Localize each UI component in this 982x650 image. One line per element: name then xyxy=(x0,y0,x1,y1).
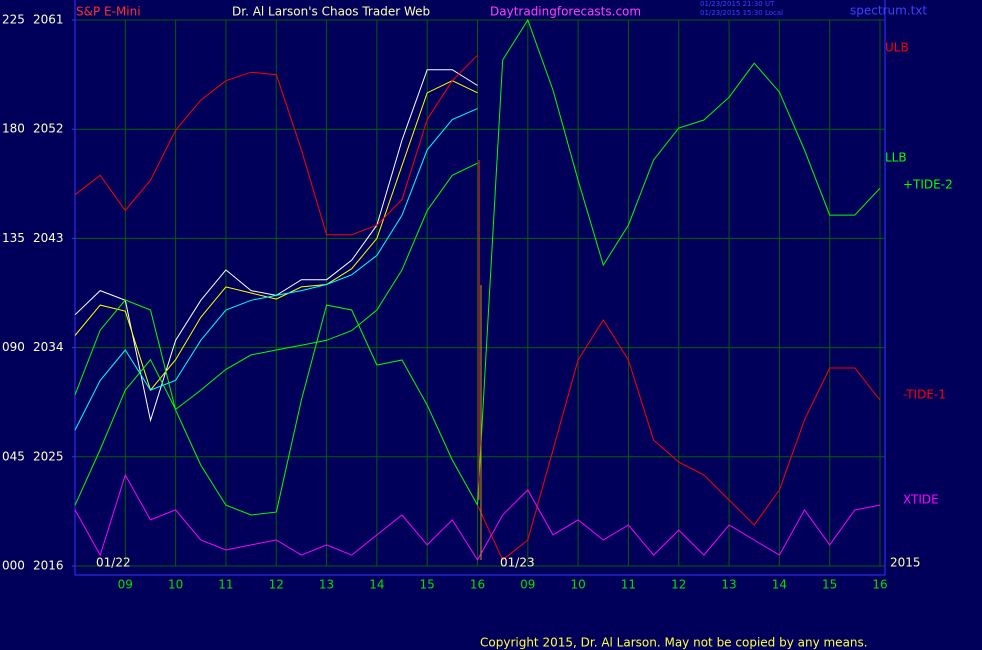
x-tick-label: 14 xyxy=(772,578,787,592)
y-tick-label: 2025 xyxy=(33,449,64,463)
site: Daytradingforecasts.com xyxy=(490,5,641,19)
x-tick-label: 15 xyxy=(822,578,837,592)
date-label: 01/22 xyxy=(96,556,131,570)
x-tick-label: 15 xyxy=(420,578,435,592)
x-tick-label: 11 xyxy=(621,578,636,592)
y2-tick-label: 180 xyxy=(2,122,25,136)
series-line xyxy=(74,80,478,392)
series-line xyxy=(74,162,478,506)
x-tick-label: 09 xyxy=(520,578,535,592)
x-tick-label: 12 xyxy=(269,578,284,592)
x-tick-label: 16 xyxy=(470,578,485,592)
plot xyxy=(74,18,881,561)
series-label: -TIDE-1 xyxy=(903,388,946,402)
timestamp: 01/23/2015 21:30 UT xyxy=(700,0,775,8)
y2-tick-label: 135 xyxy=(2,231,25,245)
y2-tick-label: 090 xyxy=(2,340,25,354)
y2-tick-label: 045 xyxy=(2,449,25,463)
title: Dr. Al Larson's Chaos Trader Web xyxy=(232,5,430,19)
y-tick-label: 2034 xyxy=(33,340,64,354)
x-tick-label: 10 xyxy=(570,578,585,592)
y2-tick-label: 000 xyxy=(2,559,25,573)
y2-tick-label: 225 xyxy=(2,13,25,27)
series-line xyxy=(74,54,478,236)
x-tick-label: 12 xyxy=(671,578,686,592)
x-tick-label: 16 xyxy=(872,578,887,592)
x-tick-label: 10 xyxy=(168,578,183,592)
file-name: spectrum.txt xyxy=(850,4,927,18)
series-label: ULB xyxy=(885,41,909,55)
x-tick-label: 14 xyxy=(369,578,384,592)
instrument: S&P E-Mini xyxy=(76,5,141,19)
series-line xyxy=(74,108,478,431)
y-tick-label: 2043 xyxy=(33,231,64,245)
y-tick-label: 2016 xyxy=(33,559,64,573)
y-tick-label: 2052 xyxy=(33,122,64,136)
copyright: Copyright 2015, Dr. Al Larson. May not b… xyxy=(480,636,868,650)
x-tick-label: 11 xyxy=(218,578,233,592)
series-label: XTIDE xyxy=(903,493,939,507)
series-label: LLB xyxy=(885,151,907,165)
y-tick-label: 2061 xyxy=(33,13,64,27)
series-line xyxy=(74,473,881,561)
grid xyxy=(72,19,885,567)
date-label: 01/23 xyxy=(500,556,535,570)
series-line xyxy=(477,318,881,561)
x-tick-label: 13 xyxy=(721,578,736,592)
x-tick-label: 09 xyxy=(118,578,133,592)
series-label: +TIDE-2 xyxy=(903,178,953,192)
x-tick-label: 13 xyxy=(319,578,334,592)
timestamp: 01/23/2015 15:30 Local xyxy=(700,9,783,17)
year-label: 2015 xyxy=(890,556,921,570)
